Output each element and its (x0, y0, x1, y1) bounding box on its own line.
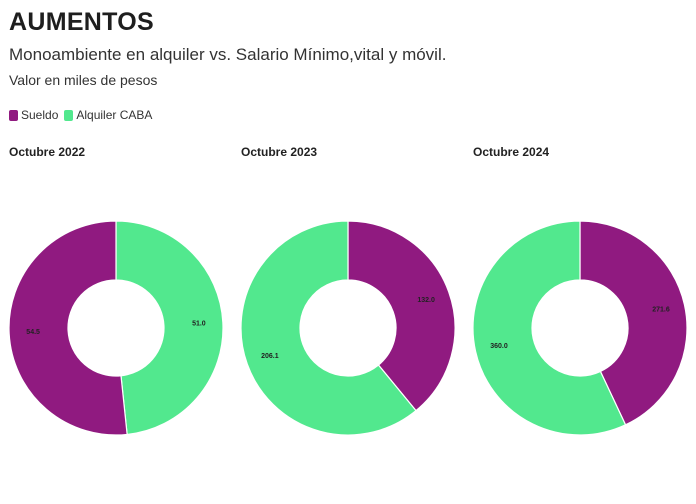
slice-value-label-sueldo: 54.5 (26, 329, 40, 336)
legend-label-sueldo: Sueldo (21, 108, 59, 122)
donut-chart-2024: 271.6 360.0 (472, 220, 688, 436)
panel-title-2024: Octubre 2024 (473, 145, 550, 159)
unit-note: Valor en miles de pesos (9, 72, 158, 88)
slice-value-label-alquiler: 51.0 (192, 321, 206, 328)
legend-swatch-alquiler (64, 109, 74, 121)
legend-swatch-sueldo (9, 109, 18, 121)
panel-title-2023: Octubre 2023 (241, 145, 318, 159)
legend-item-alquiler[interactable]: Alquiler CABA (64, 108, 152, 122)
legend-label-alquiler: Alquiler CABA (76, 108, 153, 122)
slice-sueldo[interactable] (347, 220, 456, 412)
panel-title-2022: Octubre 2022 (9, 145, 86, 159)
legend: Sueldo Alquiler CABA (9, 108, 158, 122)
slice-alquiler[interactable] (240, 220, 417, 436)
donut-chart-2023: 132.0 206.1 (240, 220, 456, 436)
chart-title: AUMENTOS (9, 8, 155, 36)
slice-value-label-sueldo: 271.6 (652, 307, 670, 314)
slice-alquiler[interactable] (472, 220, 627, 436)
slice-alquiler[interactable] (115, 220, 224, 436)
legend-item-sueldo[interactable]: Sueldo (9, 108, 58, 122)
slice-sueldo[interactable] (579, 220, 688, 426)
slice-value-label-alquiler: 206.1 (261, 353, 279, 360)
donut-chart-2022: 51.0 54.5 (8, 220, 224, 436)
slice-value-label-sueldo: 132.0 (417, 297, 435, 304)
slice-sueldo[interactable] (8, 220, 128, 436)
slice-value-label-alquiler: 360.0 (490, 343, 508, 350)
chart-subtitle: Monoambiente en alquiler vs. Salario Mín… (9, 45, 447, 64)
